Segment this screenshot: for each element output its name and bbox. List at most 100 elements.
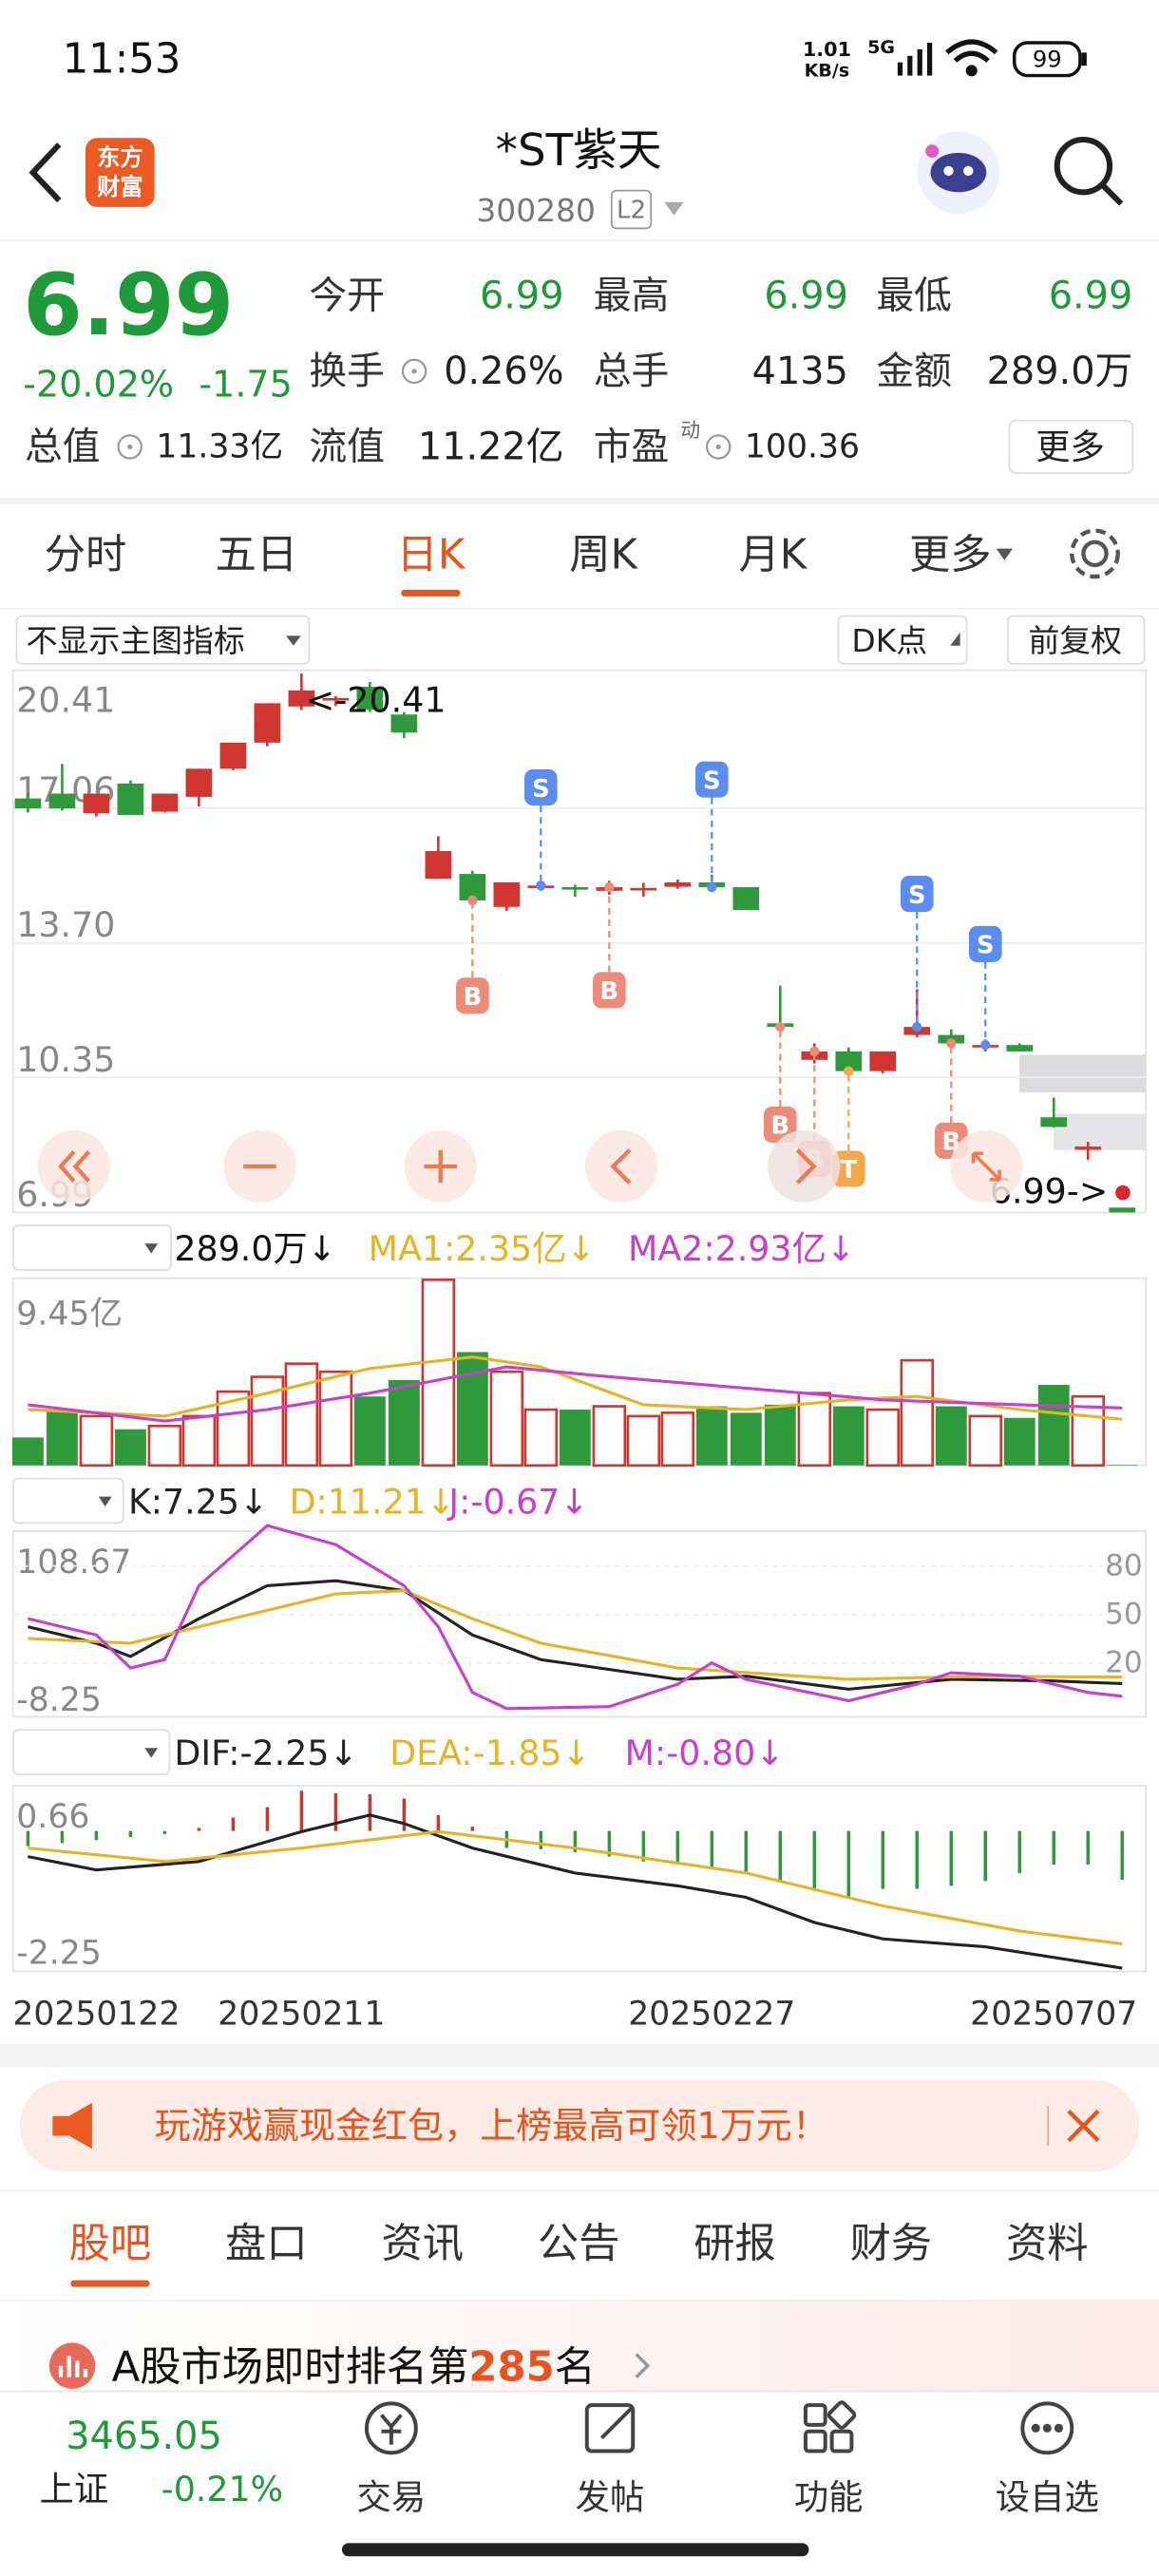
more-label[interactable]: 更多 [1036, 426, 1105, 467]
adjust-select[interactable] [1006, 615, 1146, 665]
watchlist-icon[interactable] [1020, 2401, 1074, 2455]
index-name[interactable]: 上证 [40, 2469, 109, 2510]
y2-tick-label: 20 [1105, 1646, 1143, 1680]
function-icon[interactable] [803, 2400, 857, 2453]
sub-tab[interactable]: 盘口 [225, 2221, 308, 2268]
volume-bar [1106, 1465, 1138, 1466]
volume-bar [284, 1362, 319, 1468]
avatar[interactable] [917, 131, 1000, 214]
code-caret[interactable] [664, 201, 684, 216]
price: 6.99 [23, 256, 234, 355]
field-label: 今开 [309, 274, 385, 317]
home-indicator [341, 2543, 809, 2557]
bottom-item[interactable]: 交易 [357, 2476, 427, 2517]
signal-dot [536, 881, 546, 891]
field-value: 6.99 [480, 274, 564, 317]
back-button[interactable] [28, 142, 62, 203]
close-banner[interactable] [1067, 2109, 1100, 2143]
dk-select[interactable] [837, 615, 968, 665]
macd-bar [197, 1828, 201, 1831]
signal-label: S [908, 881, 926, 910]
candle-body [390, 714, 418, 733]
ranking-bar[interactable] [0, 2301, 1159, 2391]
field-label: 金额 [876, 350, 952, 393]
indicator-label[interactable]: 不显示主图指标 [27, 622, 245, 659]
more-button[interactable] [1008, 419, 1134, 474]
indicator-line [28, 1829, 1123, 1945]
macd-bar [162, 1830, 167, 1834]
candle-body [254, 703, 281, 743]
index-value[interactable]: 3465.05 [66, 2415, 222, 2458]
banner[interactable] [19, 2079, 1140, 2172]
y-tick-label: 0.66 [16, 1798, 89, 1836]
signal-label: S [977, 932, 995, 960]
macd-bar [299, 1790, 304, 1831]
macd-bar [402, 1798, 407, 1831]
tab[interactable]: 月K [739, 532, 808, 579]
sub-tab[interactable]: 资讯 [381, 2221, 464, 2268]
macd-bar [1086, 1830, 1090, 1865]
dk-label[interactable]: DK点 [851, 622, 927, 659]
settings-button[interactable] [1070, 528, 1120, 579]
sub-tab[interactable]: 股吧 [69, 2221, 152, 2268]
info-icon [705, 434, 732, 460]
chevron [635, 2353, 651, 2378]
volume-bar [147, 1424, 182, 1468]
volume-bar [11, 1437, 44, 1466]
signal-badge [900, 876, 934, 913]
signal-dot [980, 1039, 991, 1051]
legend-entry: DEA:-1.85↓ [390, 1733, 591, 1773]
shift-left-button[interactable] [37, 1129, 110, 1203]
volume-bar [318, 1370, 353, 1468]
indicator-line [28, 1579, 1123, 1691]
bottom-item[interactable]: 设自选 [996, 2476, 1099, 2517]
sub-tab[interactable]: 公告 [538, 2221, 620, 2268]
x-tick-label: 20250227 [628, 1995, 795, 2033]
sub-tab[interactable]: 研报 [694, 2221, 776, 2268]
adjust-label[interactable]: 前复权 [1028, 622, 1122, 659]
volume-bar [797, 1392, 832, 1468]
tab[interactable]: 五日 [216, 532, 298, 579]
zoom-out-button[interactable] [223, 1129, 296, 1203]
volume-bar [489, 1370, 524, 1468]
prev-button[interactable] [585, 1129, 658, 1203]
index-change[interactable]: -0.21% [162, 2469, 284, 2510]
tab[interactable]: 日K [397, 532, 466, 579]
kdj-select[interactable] [11, 1477, 124, 1525]
macd-bar [915, 1830, 920, 1889]
indicator-select[interactable] [15, 615, 311, 665]
signal-dot [604, 881, 615, 893]
zoom-in-button[interactable] [404, 1129, 477, 1203]
macd-select[interactable] [11, 1729, 171, 1775]
signal-dot [912, 1021, 922, 1032]
search-button[interactable] [1054, 136, 1124, 206]
expand-button[interactable] [950, 1129, 1023, 1203]
banner-text[interactable]: 玩游戏赢现金红包，上榜最高可领1万元！ [155, 2105, 828, 2147]
info-dot [715, 444, 721, 450]
sub-tab[interactable]: 财务 [850, 2221, 933, 2268]
volume-bar [388, 1379, 420, 1466]
tab[interactable]: 周K [569, 532, 638, 579]
tab[interactable]: 更多 [909, 532, 992, 579]
volume-bar [456, 1352, 488, 1466]
caret [144, 1748, 159, 1758]
volume-bar [46, 1410, 78, 1466]
volume-select[interactable] [11, 1224, 172, 1271]
y-tick-label: -2.25 [16, 1934, 102, 1972]
bottom-item[interactable]: 功能 [794, 2476, 864, 2517]
signal-dot [946, 1038, 957, 1049]
bottom-item[interactable]: 发帖 [576, 2476, 645, 2517]
post-icon[interactable] [584, 2403, 636, 2453]
caret [950, 632, 960, 646]
signal-badge [831, 1150, 865, 1187]
sub-tab[interactable]: 资料 [1006, 2221, 1089, 2268]
trade-icon[interactable] [364, 2401, 418, 2455]
macd-bar [539, 1830, 543, 1849]
next-button[interactable] [768, 1129, 841, 1203]
field-label: 最低 [876, 274, 952, 317]
tab[interactable]: 分时 [45, 532, 127, 579]
ranking-text[interactable]: A股市场即时排名第285名 [112, 2343, 596, 2391]
battery-level: 99 [1033, 46, 1062, 72]
caret [144, 1243, 159, 1254]
